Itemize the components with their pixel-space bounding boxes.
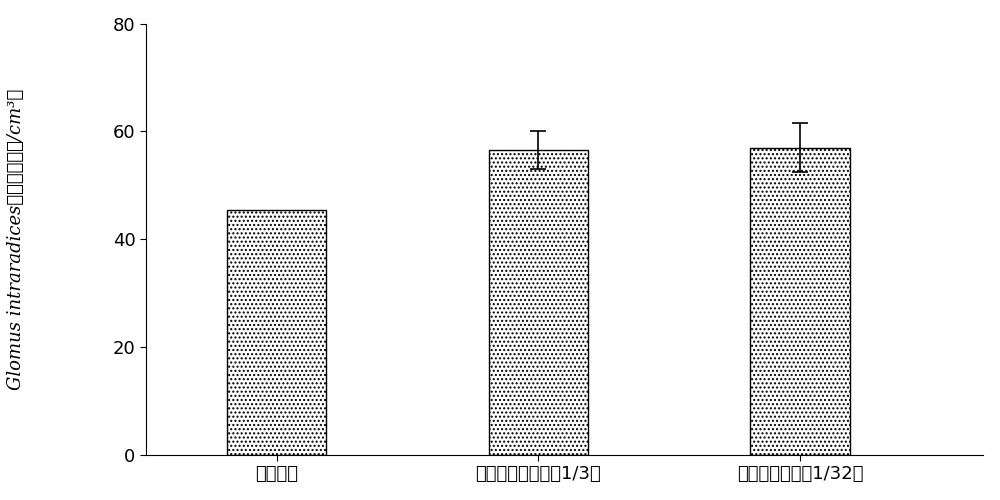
Bar (227, 210, 326, 455)
Bar (489, 150, 588, 455)
Bar (750, 148, 850, 455)
Text: Glomus intraradices抱子密度（个/cm³）: Glomus intraradices抱子密度（个/cm³） (7, 88, 25, 390)
